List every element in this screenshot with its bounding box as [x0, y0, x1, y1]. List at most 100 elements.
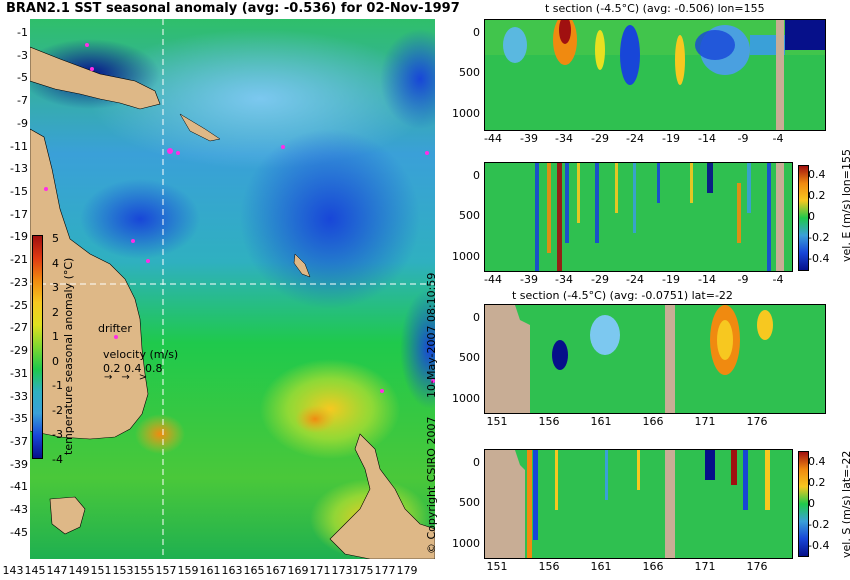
map-x-tick: 163 — [221, 564, 243, 577]
sst-colorbar — [32, 235, 43, 459]
panel-4-plot — [485, 450, 792, 558]
panel-2-x-tick: -39 — [520, 273, 538, 286]
sst-colorbar-tick: 1 — [52, 330, 59, 343]
map-x-tick: 155 — [133, 564, 155, 577]
map-x-tick: 161 — [199, 564, 221, 577]
panel-3-x-tick: 156 — [538, 415, 560, 428]
panel-2-cb-tick: 0.4 — [808, 168, 826, 181]
map-x-tick: 169 — [287, 564, 309, 577]
map-x-tick: 167 — [265, 564, 287, 577]
panel-4-x-tick: 151 — [486, 560, 508, 573]
map-y-tick: -27 — [10, 321, 28, 334]
map-x-tick: 177 — [374, 564, 396, 577]
panel-3-x-tick: 161 — [590, 415, 612, 428]
panel-2-colorbar — [798, 165, 809, 271]
panel-2-cb-tick: -0.4 — [808, 252, 830, 265]
panel-1-x-tick: -34 — [555, 132, 573, 145]
map-x-tick: 149 — [68, 564, 90, 577]
map-x-tick: 173 — [331, 564, 353, 577]
panel-1-x-tick: -19 — [662, 132, 680, 145]
panel-2-x-tick: -24 — [626, 273, 644, 286]
panel-2-cb-tick: 0 — [808, 210, 815, 223]
panel-3-title: t section (-4.5°C) (avg: -0.0751) lat=-2… — [512, 289, 733, 302]
panel-3-x-tick: 171 — [694, 415, 716, 428]
copyright-text: © Copyright CSIRO 2007 — [425, 416, 438, 554]
panel-2-y-tick: 500 — [459, 209, 480, 222]
panel-2-x-tick: -44 — [484, 273, 502, 286]
map-y-tick: -45 — [10, 526, 28, 539]
panel-2-x-tick: -19 — [662, 273, 680, 286]
map-y-tick: -43 — [10, 503, 28, 516]
australia-land — [30, 128, 149, 440]
panel-3-plot — [485, 305, 825, 413]
sst-colorbar-tick: 4 — [52, 257, 59, 270]
sst-colorbar-tick: -3 — [52, 428, 63, 441]
panel-1-x-tick: -4 — [772, 132, 784, 145]
map-title: BRAN2.1 SST seasonal anomaly (avg: -0.53… — [6, 1, 460, 16]
panel-4-x-tick: 166 — [642, 560, 664, 573]
sst-colorbar-tick: 5 — [52, 232, 59, 245]
panel-2-plot — [485, 163, 792, 271]
map-y-tick: -41 — [10, 480, 28, 493]
panel-4-x-tick: 171 — [694, 560, 716, 573]
map-x-tick: 175 — [352, 564, 374, 577]
panel-4-cb-tick: 0.4 — [808, 455, 826, 468]
panel-1-x-tick: -29 — [591, 132, 609, 145]
sst-colorbar-tick: 2 — [52, 306, 59, 319]
panel-4-cb-tick: 0 — [808, 497, 815, 510]
map-y-tick: -17 — [10, 208, 28, 221]
map-x-tick: 165 — [243, 564, 265, 577]
map-y-tick: -33 — [10, 390, 28, 403]
panel-4-x-tick: 176 — [746, 560, 768, 573]
panel-2-y-tick: 1000 — [452, 250, 480, 263]
sst-colorbar-tick: -4 — [52, 453, 63, 466]
panel-2-cb-tick: 0.2 — [808, 189, 826, 202]
panel-3-y-tick: 500 — [459, 351, 480, 364]
panel-1-x-tick: -39 — [520, 132, 538, 145]
panel-2-x-tick: -4 — [772, 273, 784, 286]
panel-1-y-tick: 0 — [473, 26, 480, 39]
panel-1-x-tick: -14 — [698, 132, 716, 145]
sst-map-svg — [30, 19, 435, 559]
panel-1-y-tick: 1000 — [452, 107, 480, 120]
panel-2-x-tick: -14 — [698, 273, 716, 286]
map-y-tick: -19 — [10, 230, 28, 243]
panel-3-y-tick: 0 — [473, 311, 480, 324]
drifter-label: drifter — [98, 322, 132, 335]
drifter-marker — [44, 43, 435, 393]
map-y-tick: -25 — [10, 299, 28, 312]
panel-4-y-tick: 1000 — [452, 537, 480, 550]
panel-1-x-tick: -44 — [484, 132, 502, 145]
velocity-label: velocity (m/s) — [103, 348, 179, 361]
map-y-tick: -35 — [10, 412, 28, 425]
map-y-tick: -39 — [10, 458, 28, 471]
timestamp-text: 10-May-2007 08:10:59 — [425, 272, 438, 398]
panel-4-y-tick: 500 — [459, 496, 480, 509]
panel-4-x-tick: 156 — [538, 560, 560, 573]
panel-3-x-tick: 151 — [486, 415, 508, 428]
panel-2-y-tick: 0 — [473, 169, 480, 182]
panel-4-cb-tick: -0.4 — [808, 539, 830, 552]
map-y-tick: -37 — [10, 435, 28, 448]
new-guinea-land — [30, 46, 161, 110]
panel-4-x-tick: 161 — [590, 560, 612, 573]
map-y-tick: -5 — [17, 71, 28, 84]
panel-2-cb-tick: -0.2 — [808, 231, 830, 244]
panel-2-cb-label: vel. E (m/s) lon=155 — [840, 149, 850, 262]
panel-1-title: t section (-4.5°C) (avg: -0.506) lon=155 — [545, 2, 765, 15]
panel-1-x-tick: -24 — [626, 132, 644, 145]
panel-4-y-tick: 0 — [473, 456, 480, 469]
map-y-tick: -11 — [10, 140, 28, 153]
map-x-tick: 147 — [46, 564, 68, 577]
map-x-tick: 145 — [24, 564, 46, 577]
map-x-tick: 151 — [90, 564, 112, 577]
map-y-tick: -29 — [10, 344, 28, 357]
panel-1-x-tick: -9 — [737, 132, 749, 145]
tasmania-land — [49, 496, 86, 535]
panel-4-cb-tick: -0.2 — [808, 518, 830, 531]
panel-3-y-tick: 1000 — [452, 392, 480, 405]
map-y-tick: -31 — [10, 367, 28, 380]
map-y-tick: -9 — [17, 117, 28, 130]
sst-colorbar-tick: -1 — [52, 379, 63, 392]
velocity-scale: 0.2 0.4 0.8 — [103, 362, 163, 375]
